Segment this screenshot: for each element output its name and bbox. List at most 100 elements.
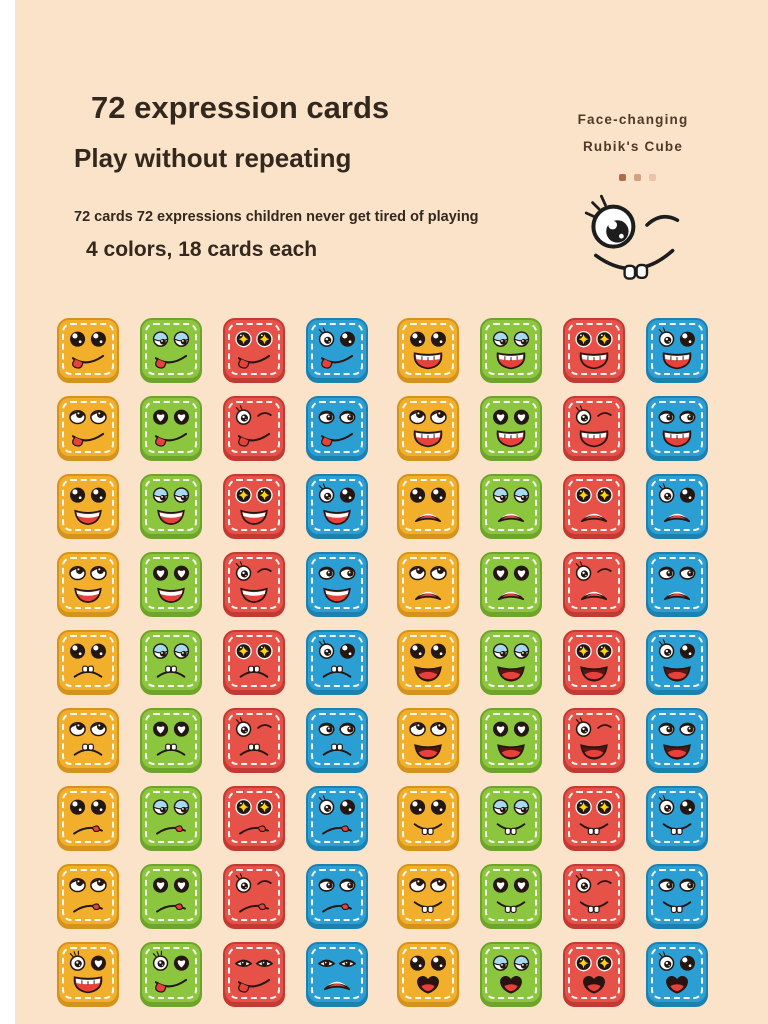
expression-card-red-wink-tongue-smile xyxy=(223,396,285,458)
expression-card-yellow-up-glance-frown-open xyxy=(397,552,459,614)
dot xyxy=(648,174,656,181)
expression-card-blue-sparkle-pair-open-smile xyxy=(306,474,368,536)
expression-card-blue-side-pair-open-tongue xyxy=(646,708,708,770)
product-badge: Face-changing Rubik's Cube xyxy=(553,106,713,186)
card-row xyxy=(57,708,729,770)
expression-card-green-lash-heart-tongue-smile xyxy=(140,942,202,1004)
expression-card-green-heart-frown-open xyxy=(480,552,542,614)
expression-card-red-half-lid-tongue-smile xyxy=(223,942,285,1004)
face-illustration xyxy=(235,405,272,447)
expression-card-red-star-sparkle-open-tongue xyxy=(563,630,625,692)
face-illustration xyxy=(492,487,530,523)
face-illustration xyxy=(318,722,356,756)
expression-card-blue-side-pair-open-smile xyxy=(306,552,368,614)
expression-card-red-star-sparkle-laugh-teeth xyxy=(563,318,625,380)
expression-card-red-wink-open-smile xyxy=(223,552,285,614)
face-illustration xyxy=(410,331,446,370)
face-illustration xyxy=(318,795,355,835)
tooth xyxy=(623,264,637,280)
face-illustration xyxy=(152,643,190,678)
card-row xyxy=(57,318,729,380)
face-illustration xyxy=(318,327,355,369)
face-illustration xyxy=(318,878,356,913)
face-illustration xyxy=(235,642,273,678)
face-illustration xyxy=(409,878,447,913)
face-illustration xyxy=(409,722,447,760)
expression-card-green-side-glance-laugh-teeth xyxy=(480,318,542,380)
expression-card-yellow-up-glance-open-smile xyxy=(57,552,119,614)
face-illustration xyxy=(69,410,107,447)
face-illustration xyxy=(575,873,612,913)
face-illustration xyxy=(493,409,529,448)
face-illustration xyxy=(575,642,613,682)
face-illustration xyxy=(658,639,695,682)
expression-card-yellow-up-glance-laugh-teeth xyxy=(397,396,459,458)
expression-card-yellow-round-black-frown-open xyxy=(397,474,459,536)
expression-card-green-side-glance-frown-tongue xyxy=(140,786,202,848)
face-illustration xyxy=(492,955,530,994)
face-illustration xyxy=(235,798,273,835)
face-illustration xyxy=(493,721,529,760)
face-illustration xyxy=(153,721,189,756)
card-row xyxy=(57,942,729,1004)
face-illustration xyxy=(234,959,274,993)
expression-card-green-side-glance-open-smile xyxy=(140,474,202,536)
expression-card-green-side-glance-frown-open xyxy=(480,474,542,536)
face-illustration xyxy=(235,717,272,756)
expression-card-green-heart-laugh-teeth xyxy=(480,396,542,458)
expression-card-yellow-up-glance-open-tongue xyxy=(397,708,459,770)
page-subtitle: Play without repeating xyxy=(74,143,352,173)
badge-line2: Rubik's Cube xyxy=(582,139,684,154)
expression-card-blue-sparkle-pair-frown-tongue xyxy=(306,786,368,848)
expression-card-yellow-up-glance-frown-tongue xyxy=(57,864,119,926)
dot xyxy=(618,174,626,181)
face-illustration xyxy=(235,486,273,526)
tooth xyxy=(635,263,649,279)
expression-card-red-wink-open-tongue xyxy=(563,708,625,770)
face-illustration xyxy=(575,330,613,370)
dot xyxy=(633,174,641,181)
expression-card-blue-sparkle-pair-laugh-teeth xyxy=(646,318,708,380)
face-illustration xyxy=(410,643,446,682)
face-illustration xyxy=(318,410,356,447)
face-illustration xyxy=(658,483,695,523)
face-illustration xyxy=(153,565,189,604)
expression-card-red-star-sparkle-buckteeth xyxy=(563,786,625,848)
face-illustration xyxy=(575,486,613,523)
face-illustration xyxy=(69,950,106,994)
expression-card-blue-half-lid-frown-open xyxy=(306,942,368,1004)
expression-card-yellow-up-glance-buckteeth xyxy=(397,864,459,926)
face-illustration xyxy=(658,878,696,913)
face-illustration xyxy=(153,409,189,447)
face-illustration xyxy=(69,722,107,756)
expression-card-red-star-sparkle-tongue-smile xyxy=(223,318,285,380)
expression-card-red-wink-buckteeth xyxy=(563,864,625,926)
expression-card-blue-side-pair-laugh-teeth xyxy=(646,396,708,458)
face-illustration xyxy=(152,950,189,993)
expression-card-red-star-sparkle-frown-teeth xyxy=(223,630,285,692)
expression-card-red-wink-laugh-teeth xyxy=(563,396,625,458)
face-illustration xyxy=(575,798,613,835)
card-row xyxy=(57,630,729,692)
expression-card-yellow-round-black-open-smile xyxy=(57,474,119,536)
face-illustration xyxy=(235,330,273,369)
expression-card-red-wink-frown-open xyxy=(563,552,625,614)
expression-card-yellow-round-black-heart-mouth xyxy=(397,942,459,1004)
face-illustration xyxy=(575,561,612,601)
face-illustration xyxy=(658,951,695,994)
expression-card-green-heart-open-tongue xyxy=(480,708,542,770)
expression-card-green-side-glance-frown-teeth xyxy=(140,630,202,692)
expression-card-green-side-glance-heart-mouth xyxy=(480,942,542,1004)
face-illustration xyxy=(410,955,446,994)
expression-card-green-side-glance-open-tongue xyxy=(480,630,542,692)
card-row xyxy=(57,474,729,536)
face-illustration xyxy=(318,639,355,678)
face-illustration xyxy=(235,561,272,604)
expression-card-green-heart-open-smile xyxy=(140,552,202,614)
tagline: 72 cards 72 expressions children never g… xyxy=(74,209,479,225)
face-illustration xyxy=(153,877,189,913)
expression-card-yellow-round-black-buckteeth xyxy=(397,786,459,848)
expression-card-red-star-sparkle-heart-mouth xyxy=(563,942,625,1004)
expression-card-red-star-sparkle-frown-open xyxy=(563,474,625,536)
card-row xyxy=(57,396,729,458)
